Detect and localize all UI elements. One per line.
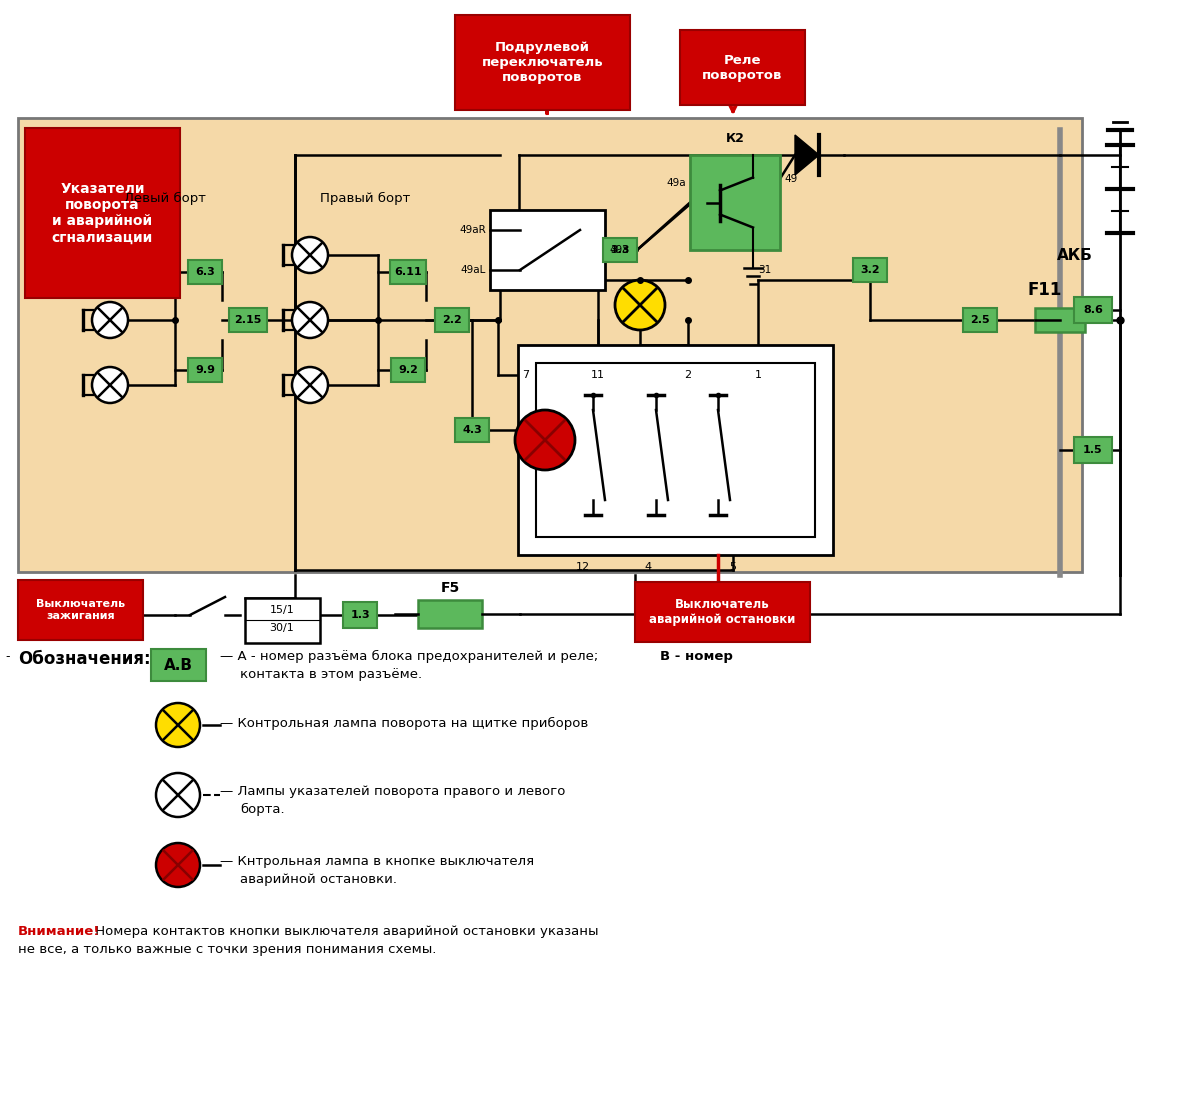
Text: 6.11: 6.11 [394,268,422,277]
Bar [964,308,997,333]
Text: аварийной остановки.: аварийной остановки. [241,873,397,886]
Text: 1: 1 [755,370,761,380]
Circle shape [92,237,127,273]
Bar [490,210,605,290]
Text: Обозначения:: Обозначения: [18,650,150,668]
Bar [188,358,222,382]
Bar [229,308,267,333]
Bar [853,258,887,282]
Text: Реле
поворотов: Реле поворотов [703,54,782,81]
Text: 1.3: 1.3 [350,610,370,620]
Bar [635,582,810,642]
Text: -: - [5,650,10,663]
Bar [1074,437,1112,464]
Bar [1035,308,1085,333]
Bar [150,648,206,682]
Circle shape [292,367,328,403]
Text: 49a: 49a [667,178,686,188]
Bar [18,580,143,640]
Bar [25,128,180,298]
Text: 12: 12 [576,562,590,573]
Circle shape [615,280,665,330]
Bar [188,260,222,284]
Bar [455,418,490,442]
Text: контакта в этом разъёме.: контакта в этом разъёме. [241,668,422,682]
Text: B - номер: B - номер [660,650,732,663]
Text: К2: К2 [725,132,744,145]
Polygon shape [796,135,819,175]
Circle shape [92,302,127,338]
Text: 7: 7 [523,370,530,380]
Text: — Лампы указателей поворота правого и левого: — Лампы указателей поворота правого и ле… [220,785,566,798]
Bar [680,30,805,105]
Text: 5: 5 [730,562,736,573]
Bar [343,602,378,628]
Text: 2.15: 2.15 [235,315,262,325]
Text: 9.9: 9.9 [195,366,216,375]
Text: борта.: борта. [241,803,285,816]
Text: 3.3: 3.3 [610,246,630,255]
Text: не все, а только важные с точки зрения понимания схемы.: не все, а только важные с точки зрения п… [18,942,436,956]
Text: 9.2: 9.2 [398,366,418,375]
Text: Левый борт: Левый борт [124,192,206,205]
Text: 4.3: 4.3 [462,425,482,435]
Bar [518,345,833,555]
Bar [690,155,780,250]
Text: Выключатель
аварийной остановки: Выключатель аварийной остановки [649,598,796,626]
Text: Выключатель
зажигания: Выключатель зажигания [36,599,125,621]
Text: 4: 4 [644,562,651,573]
Text: F5: F5 [441,581,460,595]
Text: 3.2: 3.2 [860,265,880,275]
Circle shape [292,237,328,273]
Text: 8.6: 8.6 [1083,305,1103,315]
Bar [389,260,426,284]
Text: — А - номер разъёма блока предохранителей и реле;: — А - номер разъёма блока предохранителе… [220,650,603,663]
Text: А.B: А.B [163,657,193,673]
Bar [18,118,1081,573]
Text: 11: 11 [591,370,605,380]
Text: 15/1: 15/1 [269,606,294,615]
Text: 49a: 49a [609,246,629,255]
Text: Подрулевой
переключатель
поворотов: Подрулевой переключатель поворотов [481,41,604,84]
Text: — Кнтрольная лампа в кнопке выключателя: — Кнтрольная лампа в кнопке выключателя [220,855,534,868]
Text: F11: F11 [1028,281,1062,299]
Text: 2.2: 2.2 [442,315,462,325]
Bar [418,600,482,628]
Bar [536,363,815,537]
Circle shape [292,302,328,338]
Text: 49aL: 49aL [461,265,486,275]
Circle shape [92,367,127,403]
Bar [435,308,469,333]
Text: 6.3: 6.3 [195,268,214,277]
Text: 2.5: 2.5 [971,315,990,325]
Text: 30/1: 30/1 [269,623,294,633]
Bar [245,598,320,643]
Text: 31: 31 [757,265,772,275]
Text: 2: 2 [685,370,692,380]
Bar [1074,297,1112,323]
Text: 1.5: 1.5 [1083,445,1103,455]
Text: — Контрольная лампа поворота на щитке приборов: — Контрольная лампа поворота на щитке пр… [220,717,588,730]
Circle shape [156,773,200,817]
Text: АКБ: АКБ [1058,248,1093,262]
Bar [603,238,637,262]
Circle shape [515,410,575,470]
Bar [455,15,630,110]
Text: Указатели
поворота
и аварийной
сгнализации: Указатели поворота и аварийной сгнализац… [52,182,154,244]
Text: Правый борт: Правый борт [320,192,410,205]
Text: 49aR: 49aR [460,225,486,235]
Text: Внимание!: Внимание! [18,925,100,938]
Bar [391,358,425,382]
Circle shape [156,843,200,887]
Circle shape [156,704,200,746]
Text: Номера контактов кнопки выключателя аварийной остановки указаны: Номера контактов кнопки выключателя авар… [91,925,599,938]
Text: 49: 49 [784,174,797,184]
